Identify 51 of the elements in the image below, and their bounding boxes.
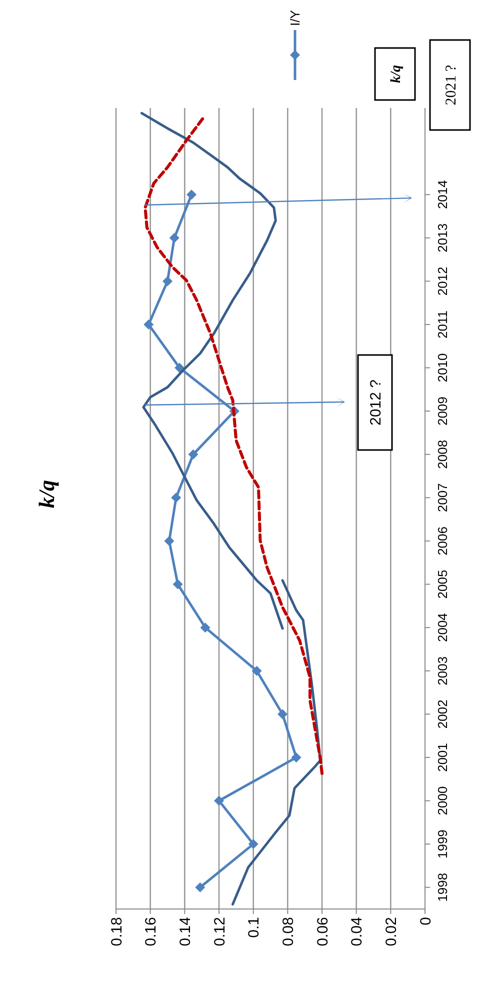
- text: 2021 ?: [443, 64, 460, 106]
- line-series: [144, 116, 324, 775]
- x-tick-label: 0.06: [314, 917, 332, 946]
- text: k/q: [388, 65, 404, 83]
- x-tick-label: 0.02: [382, 917, 400, 946]
- y-tick-label: 2012: [435, 266, 450, 296]
- y-tick-label: 2003: [435, 656, 450, 686]
- line-series: [231, 579, 322, 906]
- point: [186, 190, 197, 200]
- x-tick-label: 0.16: [142, 917, 160, 946]
- y-tick-label: 2014: [435, 180, 450, 210]
- y-tick-label: 2002: [435, 700, 450, 729]
- point: [174, 362, 185, 373]
- x-tick-label: 0.12: [211, 917, 228, 946]
- point: [188, 449, 198, 460]
- point: [172, 579, 183, 590]
- x-tick-label: 0.1: [246, 917, 263, 938]
- x-tick-label: 0.18: [108, 917, 126, 946]
- annotation: 2012 ?: [367, 380, 384, 426]
- y-tick-label: 2009: [435, 396, 450, 426]
- y-tick-label: 2001: [435, 743, 450, 772]
- point: [144, 319, 154, 330]
- y-tick-label: 2013: [435, 223, 450, 252]
- point: [162, 276, 172, 286]
- x-tick-label: 0.04: [348, 917, 366, 946]
- y-tick-label: 2010: [435, 353, 450, 382]
- y-tick-label: 2005: [435, 570, 450, 599]
- y-tick-label: 2004: [435, 613, 450, 642]
- point: [214, 796, 224, 806]
- text: k/q: [34, 480, 59, 508]
- y-tick-label: 1999: [435, 830, 450, 859]
- point: [252, 666, 262, 676]
- line-series: [140, 112, 284, 630]
- y-tick-label: 2008: [435, 440, 450, 469]
- point: [200, 622, 210, 633]
- y-tick-label: 2000: [435, 786, 450, 816]
- text: I/Y: [288, 10, 303, 26]
- point: [195, 882, 206, 892]
- y-tick-label: 2011: [435, 310, 450, 338]
- point: [164, 536, 174, 546]
- point: [291, 752, 302, 762]
- point: [278, 709, 288, 720]
- x-tick-label: 0.14: [176, 917, 194, 946]
- y-tick-label: 2006: [435, 526, 450, 556]
- point: [248, 839, 258, 850]
- x-tick-label: 0: [417, 917, 434, 926]
- x-tick-label: 0.08: [280, 917, 297, 946]
- y-tick-label: 2007: [435, 483, 450, 512]
- point: [171, 492, 182, 503]
- point: [169, 232, 180, 243]
- y-tick-label: 1998: [435, 872, 450, 902]
